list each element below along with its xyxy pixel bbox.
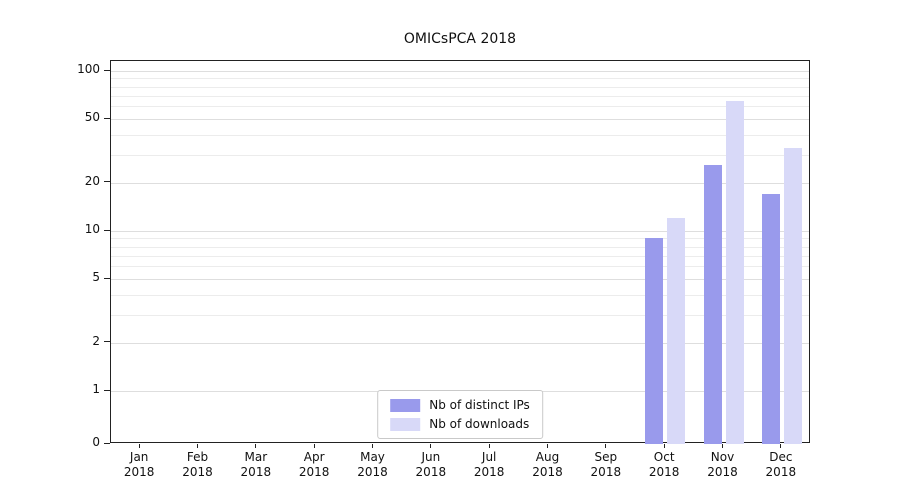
x-tick-mark	[372, 444, 373, 448]
x-tick-line: 2018	[707, 465, 738, 479]
chart-title: OMICsPCA 2018	[403, 31, 517, 47]
x-tick-line: Feb	[186, 450, 209, 464]
y-tick-label: 0	[92, 435, 100, 449]
y-tick-label: 100	[77, 62, 100, 76]
gridline-minor	[111, 294, 809, 296]
x-tick-label: Sep 2018	[577, 450, 635, 480]
x-tick-mark	[663, 444, 665, 448]
x-tick-mark	[430, 444, 432, 448]
x-tick-line: 2018	[473, 465, 505, 479]
x-tick-mark	[780, 444, 782, 448]
x-tick-label: May 2018	[344, 450, 402, 480]
legend-swatch	[390, 398, 421, 412]
x-tick-label: Dec 2018	[752, 450, 810, 480]
gridline-minor	[111, 266, 809, 268]
x-tick-line: 2018	[182, 465, 213, 479]
gridline-minor	[111, 86, 809, 88]
gridline-major	[111, 182, 809, 184]
x-tick-line: 2018	[765, 465, 797, 479]
x-tick-line: 2018	[415, 465, 447, 479]
legend-label: Nb of downloads	[429, 417, 530, 431]
y-tick-label: 2	[92, 333, 100, 348]
gridline-minor	[111, 255, 809, 257]
x-tick-mark	[722, 444, 723, 448]
x-tick-mark	[197, 444, 198, 448]
x-tick-line: 2018	[298, 465, 330, 479]
x-tick-line: Mar	[244, 450, 268, 464]
x-tick-mark	[255, 444, 257, 448]
x-tick-mark	[547, 444, 548, 448]
y-tick-label: 10	[84, 222, 100, 236]
x-tick-line: 2018	[532, 465, 563, 479]
bar-nb-of-distinct-ips-dec-2018	[761, 194, 780, 444]
gridline-minor	[111, 106, 809, 108]
x-tick-line: Oct	[653, 450, 675, 464]
legend-label: Nb of distinct IPs	[429, 398, 530, 412]
bar-nb-of-downloads-oct-2018	[667, 218, 686, 444]
legend: Nb of distinct IPs Nb of downloads	[377, 390, 543, 439]
x-tick-line: Jun	[421, 450, 441, 464]
x-tick-line: May	[360, 450, 385, 464]
legend-item: Nb of downloads	[390, 417, 530, 431]
x-tick-line: Jul	[481, 450, 497, 464]
bar-nb-of-distinct-ips-oct-2018	[645, 238, 664, 444]
x-tick-line: 2018	[590, 465, 622, 479]
gridline-minor	[111, 95, 809, 97]
x-tick-line: Sep	[594, 450, 618, 464]
x-tick-line: Jan	[129, 450, 149, 464]
y-tick-label: 5	[92, 270, 100, 285]
bar-nb-of-distinct-ips-nov-2018	[703, 164, 722, 444]
x-tick-mark	[605, 444, 607, 448]
x-tick-mark	[138, 444, 140, 448]
x-tick-label: Aug 2018	[519, 450, 577, 480]
gridline-minor	[111, 314, 809, 316]
gridline-minor	[111, 154, 809, 156]
gridline-minor	[111, 238, 809, 240]
x-tick-line: 2018	[123, 465, 155, 479]
gridline-major	[111, 231, 809, 232]
x-tick-mark	[488, 444, 490, 448]
x-tick-label: Nov 2018	[694, 450, 752, 480]
y-tick-label: 20	[84, 173, 100, 188]
x-tick-mark	[313, 444, 315, 448]
gridline-minor	[111, 134, 809, 136]
x-tick-line: Dec	[769, 450, 793, 464]
x-tick-line: Nov	[710, 450, 735, 464]
x-tick-label: Feb 2018	[169, 450, 227, 480]
x-tick-label: Apr 2018	[285, 450, 343, 480]
bar-nb-of-downloads-nov-2018	[725, 100, 744, 444]
gridline-major	[111, 119, 809, 121]
plot-area: Nb of distinct IPs Nb of downloads	[110, 60, 810, 444]
gridline-major	[111, 342, 809, 344]
gridline-major	[111, 279, 809, 281]
x-tick-label: Jun 2018	[402, 450, 460, 480]
x-tick-line: 2018	[240, 465, 272, 479]
legend-item: Nb of distinct IPs	[390, 398, 530, 412]
gridline-minor	[111, 78, 809, 80]
x-tick-line: Aug	[535, 450, 560, 464]
x-tick-line: 2018	[357, 465, 388, 479]
x-tick-line: 2018	[648, 465, 680, 479]
x-tick-label: Oct 2018	[635, 450, 693, 480]
x-tick-label: Mar 2018	[227, 450, 285, 480]
x-tick-label: Jul 2018	[460, 450, 518, 480]
gridline-minor	[111, 246, 809, 248]
x-tick-label: Jan 2018	[110, 450, 168, 480]
y-tick-label: 1	[92, 382, 100, 396]
bar-nb-of-downloads-dec-2018	[783, 148, 802, 444]
y-tick-label: 50	[84, 110, 100, 125]
x-tick-line: Apr	[303, 450, 325, 464]
gridline-major	[111, 71, 809, 72]
legend-swatch	[390, 417, 421, 431]
